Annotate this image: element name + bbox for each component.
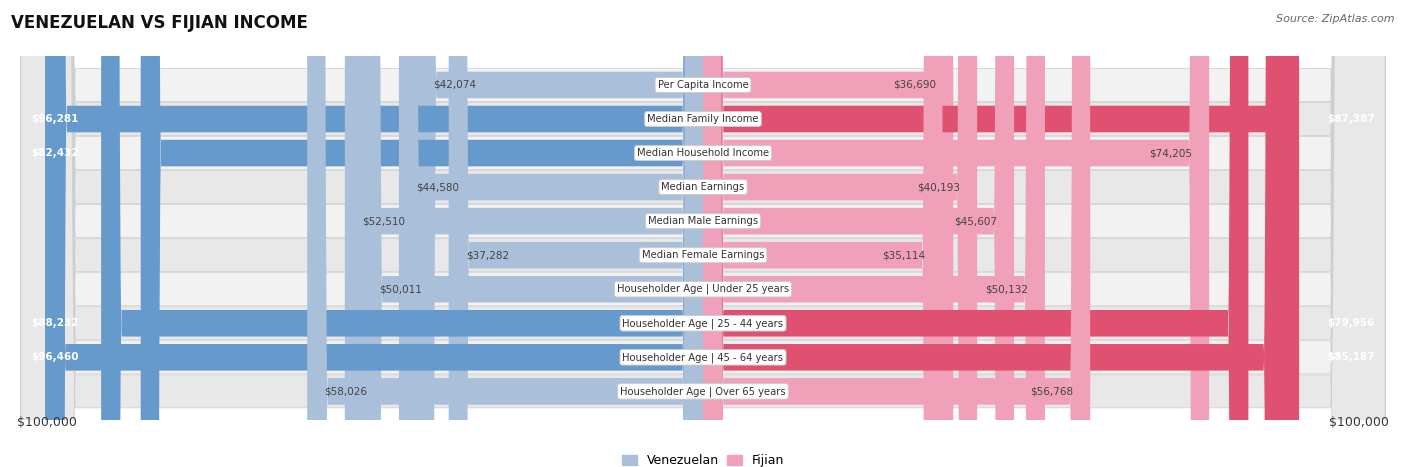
FancyBboxPatch shape xyxy=(703,0,1045,467)
Text: $85,187: $85,187 xyxy=(1327,352,1375,362)
FancyBboxPatch shape xyxy=(703,0,1284,467)
FancyBboxPatch shape xyxy=(21,0,1385,467)
Text: $35,114: $35,114 xyxy=(883,250,925,260)
FancyBboxPatch shape xyxy=(703,0,1014,467)
Text: $45,607: $45,607 xyxy=(955,216,997,226)
Text: $88,232: $88,232 xyxy=(31,318,79,328)
Text: Median Female Earnings: Median Female Earnings xyxy=(641,250,765,260)
Text: Householder Age | 45 - 64 years: Householder Age | 45 - 64 years xyxy=(623,352,783,362)
Text: $50,011: $50,011 xyxy=(380,284,422,294)
FancyBboxPatch shape xyxy=(21,0,1385,467)
FancyBboxPatch shape xyxy=(703,0,1090,467)
FancyBboxPatch shape xyxy=(21,0,1385,467)
FancyBboxPatch shape xyxy=(703,0,1209,467)
Text: $74,205: $74,205 xyxy=(1149,148,1192,158)
Text: $79,956: $79,956 xyxy=(1327,318,1375,328)
FancyBboxPatch shape xyxy=(21,0,1385,467)
Text: $58,026: $58,026 xyxy=(325,386,367,396)
Text: $37,282: $37,282 xyxy=(465,250,509,260)
Text: $96,281: $96,281 xyxy=(31,114,79,124)
FancyBboxPatch shape xyxy=(361,0,703,467)
Text: $96,460: $96,460 xyxy=(31,352,79,362)
FancyBboxPatch shape xyxy=(703,0,1249,467)
FancyBboxPatch shape xyxy=(703,0,953,467)
FancyBboxPatch shape xyxy=(703,0,942,467)
FancyBboxPatch shape xyxy=(449,0,703,467)
FancyBboxPatch shape xyxy=(46,0,703,467)
FancyBboxPatch shape xyxy=(21,0,1385,467)
FancyBboxPatch shape xyxy=(344,0,703,467)
Text: Householder Age | Over 65 years: Householder Age | Over 65 years xyxy=(620,386,786,396)
Text: Householder Age | Under 25 years: Householder Age | Under 25 years xyxy=(617,284,789,295)
FancyBboxPatch shape xyxy=(416,0,703,467)
FancyBboxPatch shape xyxy=(141,0,703,467)
Text: $52,510: $52,510 xyxy=(361,216,405,226)
Text: $100,000: $100,000 xyxy=(1329,416,1389,429)
Text: $100,000: $100,000 xyxy=(17,416,77,429)
Text: $42,074: $42,074 xyxy=(433,80,477,90)
Text: Per Capita Income: Per Capita Income xyxy=(658,80,748,90)
FancyBboxPatch shape xyxy=(21,0,1385,467)
Text: $87,387: $87,387 xyxy=(1327,114,1375,124)
FancyBboxPatch shape xyxy=(307,0,703,467)
FancyBboxPatch shape xyxy=(703,0,977,467)
Text: Median Earnings: Median Earnings xyxy=(661,182,745,192)
Text: Median Household Income: Median Household Income xyxy=(637,148,769,158)
Text: VENEZUELAN VS FIJIAN INCOME: VENEZUELAN VS FIJIAN INCOME xyxy=(11,14,308,32)
FancyBboxPatch shape xyxy=(101,0,703,467)
FancyBboxPatch shape xyxy=(21,0,1385,467)
Text: Householder Age | 25 - 44 years: Householder Age | 25 - 44 years xyxy=(623,318,783,328)
FancyBboxPatch shape xyxy=(703,0,1299,467)
Text: $36,690: $36,690 xyxy=(893,80,936,90)
FancyBboxPatch shape xyxy=(45,0,703,467)
Text: Source: ZipAtlas.com: Source: ZipAtlas.com xyxy=(1277,14,1395,24)
Text: Median Male Earnings: Median Male Earnings xyxy=(648,216,758,226)
FancyBboxPatch shape xyxy=(399,0,703,467)
Legend: Venezuelan, Fijian: Venezuelan, Fijian xyxy=(617,449,789,467)
FancyBboxPatch shape xyxy=(21,0,1385,467)
FancyBboxPatch shape xyxy=(21,0,1385,467)
Text: Median Family Income: Median Family Income xyxy=(647,114,759,124)
Text: $56,768: $56,768 xyxy=(1031,386,1073,396)
Text: $50,132: $50,132 xyxy=(986,284,1028,294)
FancyBboxPatch shape xyxy=(21,0,1385,467)
Text: $40,193: $40,193 xyxy=(917,182,960,192)
Text: $82,432: $82,432 xyxy=(31,148,79,158)
Text: $44,580: $44,580 xyxy=(416,182,458,192)
